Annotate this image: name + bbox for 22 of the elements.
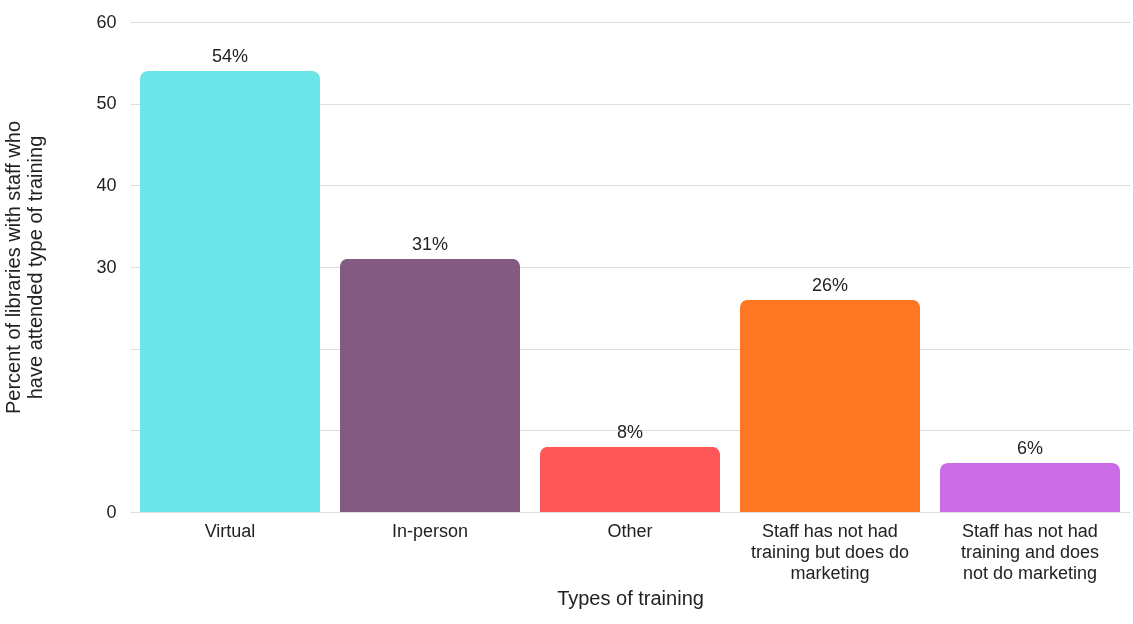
data-label: 6% bbox=[1016, 438, 1044, 458]
y-tick-label: 40 bbox=[96, 174, 117, 195]
y-tick-label: 60 bbox=[96, 11, 117, 32]
x-tick-label: Virtual bbox=[204, 520, 256, 541]
bar bbox=[540, 446, 720, 512]
x-tick-label: Staff has not had training but does do marketing bbox=[750, 520, 910, 583]
data-label: 54% bbox=[211, 46, 249, 66]
y-tick-label: 30 bbox=[96, 256, 117, 277]
bar bbox=[740, 299, 920, 512]
y-tick-label: 0 bbox=[106, 501, 117, 522]
bar bbox=[940, 463, 1120, 512]
x-tick-label: Other bbox=[607, 520, 653, 541]
y-axis-title: Percent of libraries with staff who have attended type of training bbox=[2, 120, 47, 415]
x-tick-label: Staff has not had training and does not do marketing bbox=[960, 520, 1100, 583]
x-tick-label: In-person bbox=[391, 520, 469, 541]
x-axis-title: Types of training bbox=[557, 586, 704, 609]
bar bbox=[140, 71, 320, 512]
y-tick-label: 50 bbox=[96, 93, 117, 114]
data-label: 26% bbox=[811, 274, 849, 295]
bar bbox=[340, 258, 520, 512]
data-label: 31% bbox=[411, 233, 449, 254]
data-label: 8% bbox=[616, 421, 644, 442]
